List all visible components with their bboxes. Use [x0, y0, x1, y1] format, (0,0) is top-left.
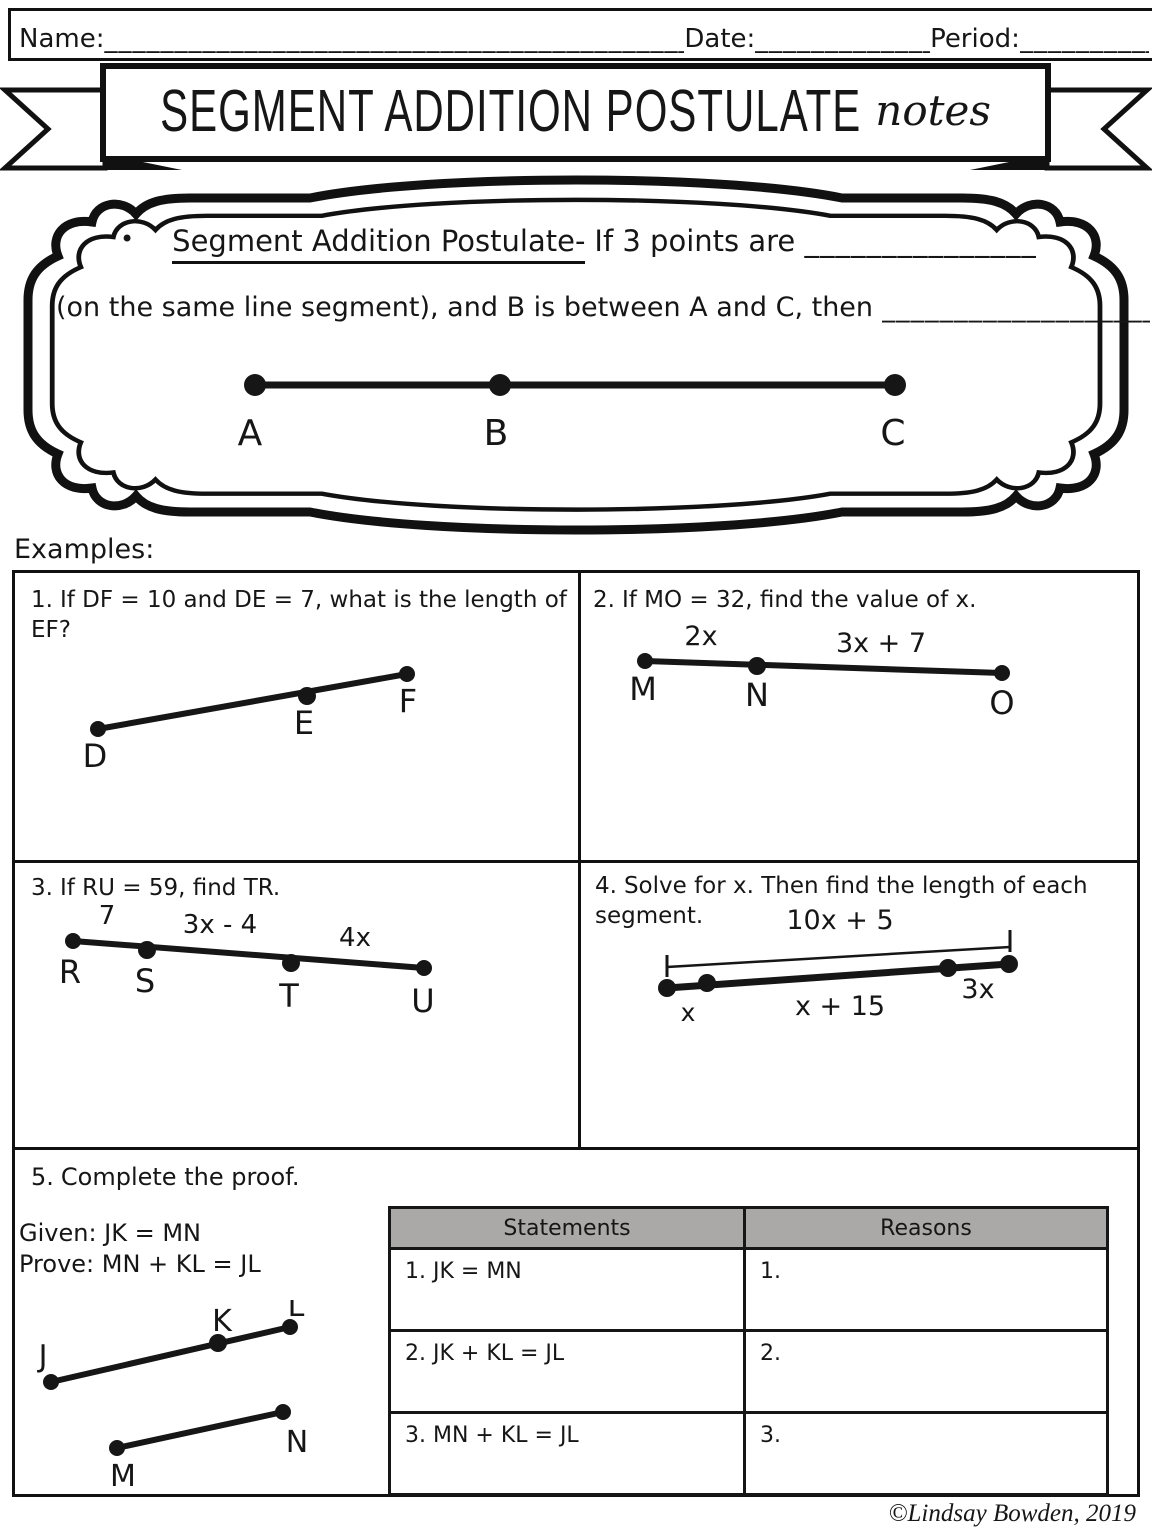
segment-label-mn: 2x	[684, 621, 717, 652]
examples-heading: Examples:	[14, 534, 155, 565]
proof-prove: Prove: MN + KL = JL	[19, 1250, 261, 1278]
point-label-m2: M	[110, 1459, 136, 1494]
proof-row-2: 2. JK + KL = JL 2.	[388, 1329, 1109, 1414]
example-5-cell[interactable]: 5. Complete the proof. Given: JK = MN Pro…	[15, 1150, 1137, 1496]
proof-table: Statements Reasons 1. JK = MN 1. 2. JK +…	[388, 1206, 1109, 1496]
point-label-u: U	[411, 982, 434, 1020]
segment-label-x: x	[681, 998, 696, 1027]
segment-label-tu: 4x	[339, 923, 371, 953]
point-label-c: C	[880, 413, 905, 454]
period-blank-field[interactable]: _______________	[1019, 24, 1149, 54]
proof-given: Given: JK = MN	[19, 1219, 202, 1247]
reason-3-blank[interactable]: 3.	[743, 1411, 1109, 1496]
example-5-number: 5.	[31, 1163, 54, 1191]
title-main-text: SEGMENT ADDITION POSTULATE	[160, 76, 862, 144]
statement-3: 3. MN + KL = JL	[388, 1411, 746, 1496]
example-2-prompt: 2. If MO = 32, find the value of x.	[593, 585, 976, 615]
example-1-diagram: D E F	[83, 666, 417, 775]
statement-1: 1. JK = MN	[388, 1247, 746, 1332]
example-4-diagram: 10x + 5 x x + 15 3x	[658, 905, 1018, 1027]
point-label-t: T	[278, 977, 299, 1015]
example-4-cell[interactable]: 4. Solve for x. Then find the length of e…	[581, 863, 1137, 1147]
name-blank-field[interactable]: ________________________________________…	[104, 24, 685, 54]
example-3-question: If RU = 59, find TR.	[59, 875, 281, 901]
example-5-question: Complete the proof.	[60, 1163, 300, 1191]
total-length-label: 10x + 5	[786, 905, 893, 936]
example-3-cell[interactable]: 3. If RU = 59, find TR. 7 3x - 4 4x R S T…	[15, 863, 581, 1147]
example-4-question: Solve for x. Then find the length of eac…	[595, 873, 1088, 929]
abc-segment-diagram: A B C	[238, 374, 906, 454]
proof-diagram: J K L M N	[37, 1300, 309, 1494]
example-4-prompt: 4. Solve for x. Then find the length of e…	[595, 871, 1120, 931]
point-label-m: M	[629, 670, 657, 708]
point-label-o: O	[989, 684, 1014, 722]
postulate-line2: (on the same line segment), and B is bet…	[56, 292, 1152, 323]
point-label-n2: N	[286, 1425, 308, 1460]
point-label-a: A	[238, 413, 263, 454]
postulate-blank-2[interactable]: ______________________	[881, 292, 1150, 323]
point-label-l: L	[288, 1300, 305, 1324]
point-label-n: N	[745, 676, 769, 714]
reasons-header: Reasons	[743, 1206, 1109, 1250]
name-label: Name:	[19, 24, 105, 54]
point-label-j: J	[37, 1339, 48, 1374]
statement-2: 2. JK + KL = JL	[388, 1329, 746, 1414]
postulate-blank-1[interactable]: ______________________	[804, 224, 1037, 258]
segment-label-no: 3x + 7	[836, 628, 926, 659]
example-3-prompt: 3. If RU = 59, find TR.	[31, 873, 280, 903]
point-label-e: E	[294, 704, 314, 742]
segment-label-3x: 3x	[961, 974, 994, 1005]
reason-1-blank[interactable]: 1.	[743, 1247, 1109, 1332]
ribbon-right-tail	[1044, 87, 1152, 171]
example-1-cell[interactable]: 1. If DF = 10 and DE = 7, what is the len…	[15, 573, 581, 860]
name-date-period-bar: Name: __________________________________…	[8, 8, 1152, 61]
example-2-question: If MO = 32, find the value of x.	[621, 587, 977, 613]
example-3-diagram: 7 3x - 4 4x R S T U	[59, 901, 435, 1020]
examples-row-1: 1. If DF = 10 and DE = 7, what is the len…	[15, 573, 1137, 863]
period-label: Period:	[930, 24, 1020, 54]
example-4-number: 4.	[595, 873, 617, 899]
title-script-text: notes	[875, 86, 991, 135]
example-2-number: 2.	[593, 587, 615, 613]
example-1-question: If DF = 10 and DE = 7, what is the lengt…	[31, 587, 567, 643]
point-label-b: B	[484, 413, 509, 454]
example-2-cell[interactable]: 2. If MO = 32, find the value of x. 2x 3x…	[581, 573, 1137, 860]
example-5-prompt: 5. Complete the proof.	[31, 1162, 300, 1192]
statements-header: Statements	[388, 1206, 746, 1250]
reason-2-blank[interactable]: 2.	[743, 1329, 1109, 1414]
postulate-term: Segment Addition Postulate-	[172, 224, 586, 264]
title-ribbon-banner	[0, 63, 1152, 171]
ribbon-left-tail	[0, 87, 108, 171]
example-1-number: 1.	[31, 587, 53, 613]
date-blank-field[interactable]: ____________________	[755, 24, 930, 54]
examples-grid: 1. If DF = 10 and DE = 7, what is the len…	[12, 570, 1140, 1497]
postulate-line2-text: (on the same line segment), and B is bet…	[56, 292, 882, 323]
example-1-prompt: 1. If DF = 10 and DE = 7, what is the len…	[31, 585, 578, 645]
segment-label-x15: x + 15	[795, 991, 885, 1022]
example-3-number: 3.	[31, 875, 53, 901]
point-label-r: R	[59, 953, 81, 991]
postulate-period: .	[1150, 292, 1152, 323]
bullet-icon: •	[120, 225, 135, 253]
ribbon-panel	[100, 63, 1051, 162]
segment-label-rs: 7	[99, 901, 116, 931]
point-label-f: F	[399, 682, 417, 720]
postulate-lead: If 3 points are	[594, 224, 805, 258]
date-label: Date:	[684, 24, 756, 54]
proof-row-1: 1. JK = MN 1.	[388, 1247, 1109, 1332]
point-label-d: D	[83, 737, 108, 775]
examples-row-2: 3. If RU = 59, find TR. 7 3x - 4 4x R S T…	[15, 863, 1137, 1150]
worksheet-title: SEGMENT ADDITION POSTULATE notes	[103, 64, 1048, 157]
examples-row-3: 5. Complete the proof. Given: JK = MN Pro…	[15, 1150, 1137, 1496]
proof-row-3: 3. MN + KL = JL 3.	[388, 1411, 1109, 1496]
example-2-diagram: 2x 3x + 7 M N O	[629, 621, 1014, 722]
postulate-line1: • Segment Addition Postulate- If 3 point…	[120, 224, 1036, 264]
copyright-credit: ©Lindsay Bowden, 2019	[888, 1500, 1136, 1527]
point-label-s: S	[135, 962, 155, 1000]
point-label-k: K	[212, 1304, 233, 1339]
segment-label-st: 3x - 4	[183, 910, 257, 940]
